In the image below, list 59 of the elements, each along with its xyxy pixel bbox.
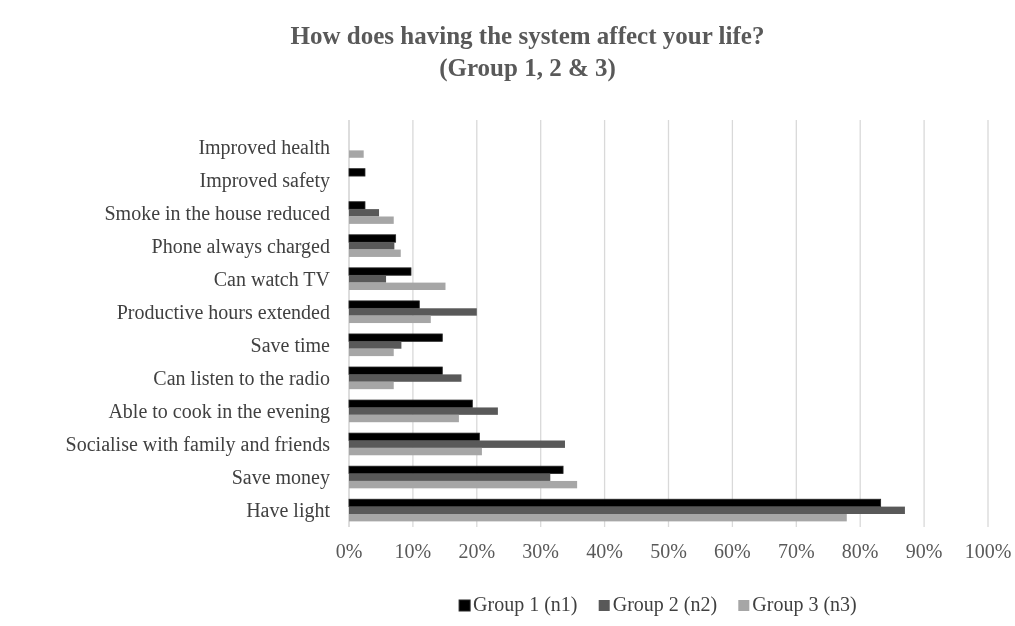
bar — [349, 348, 394, 357]
bar — [348, 267, 412, 276]
chart-title: How does having the system affect your life? (Group 1, 2 & 3) — [290, 22, 765, 82]
bar — [348, 432, 480, 441]
bar — [349, 473, 551, 481]
y-tick-label: Phone always charged — [151, 234, 330, 258]
bar — [348, 234, 397, 243]
bar — [349, 249, 401, 257]
y-tick-label: Save money — [231, 466, 330, 490]
bar — [348, 399, 473, 408]
x-tick-label: 70% — [777, 540, 815, 562]
x-tick-label: 90% — [905, 540, 943, 562]
x-tick-label: 80% — [841, 540, 879, 562]
bar — [349, 308, 477, 316]
x-tick-label: 20% — [458, 540, 496, 562]
bar — [349, 480, 578, 489]
x-tick-label: 100% — [964, 540, 1012, 562]
bar — [349, 447, 482, 456]
y-tick-label: Able to cook in the evening — [108, 400, 330, 424]
bar — [348, 168, 366, 177]
y-tick-label: Can listen to the radio — [153, 367, 330, 390]
bar — [349, 374, 462, 382]
y-tick-label: Socialise with family and friends — [65, 433, 331, 457]
bar — [349, 209, 380, 217]
legend-label: Group 1 (n1) — [473, 593, 578, 616]
bar — [349, 216, 394, 224]
bar — [349, 381, 394, 390]
y-tick-label: Smoke in the house reduced — [104, 201, 330, 224]
bar — [348, 465, 564, 474]
bar — [349, 407, 498, 415]
y-tick-label: Productive hours extended — [116, 300, 330, 323]
bar — [349, 282, 446, 290]
bar — [349, 514, 847, 522]
y-tick-label: Save time — [250, 334, 331, 357]
bar — [349, 150, 364, 158]
legend-label: Group 2 (n2) — [612, 593, 718, 616]
bar — [348, 201, 366, 210]
legend-label: Group 3 (n3) — [752, 593, 857, 616]
bar — [349, 341, 402, 349]
bar — [349, 506, 905, 514]
x-tick-label: 0% — [335, 540, 363, 562]
bar — [348, 300, 420, 309]
bar — [349, 275, 387, 283]
bar — [349, 440, 565, 448]
bar — [348, 366, 443, 375]
y-tick-label: Improved safety — [199, 168, 330, 192]
bar — [348, 498, 882, 508]
x-tick-label: 30% — [522, 540, 560, 562]
bar — [349, 242, 395, 250]
bar — [348, 333, 443, 342]
x-tick-label: 10% — [394, 540, 432, 562]
x-tick-label: 50% — [650, 540, 687, 562]
bar — [349, 414, 459, 423]
bar — [349, 315, 431, 324]
y-tick-label: Improved health — [198, 135, 330, 159]
x-tick-label: 60% — [714, 540, 751, 562]
x-tick-label: 40% — [586, 540, 623, 562]
y-tick-label: Can watch TV — [213, 267, 331, 290]
y-tick-label: Have light — [246, 499, 331, 523]
